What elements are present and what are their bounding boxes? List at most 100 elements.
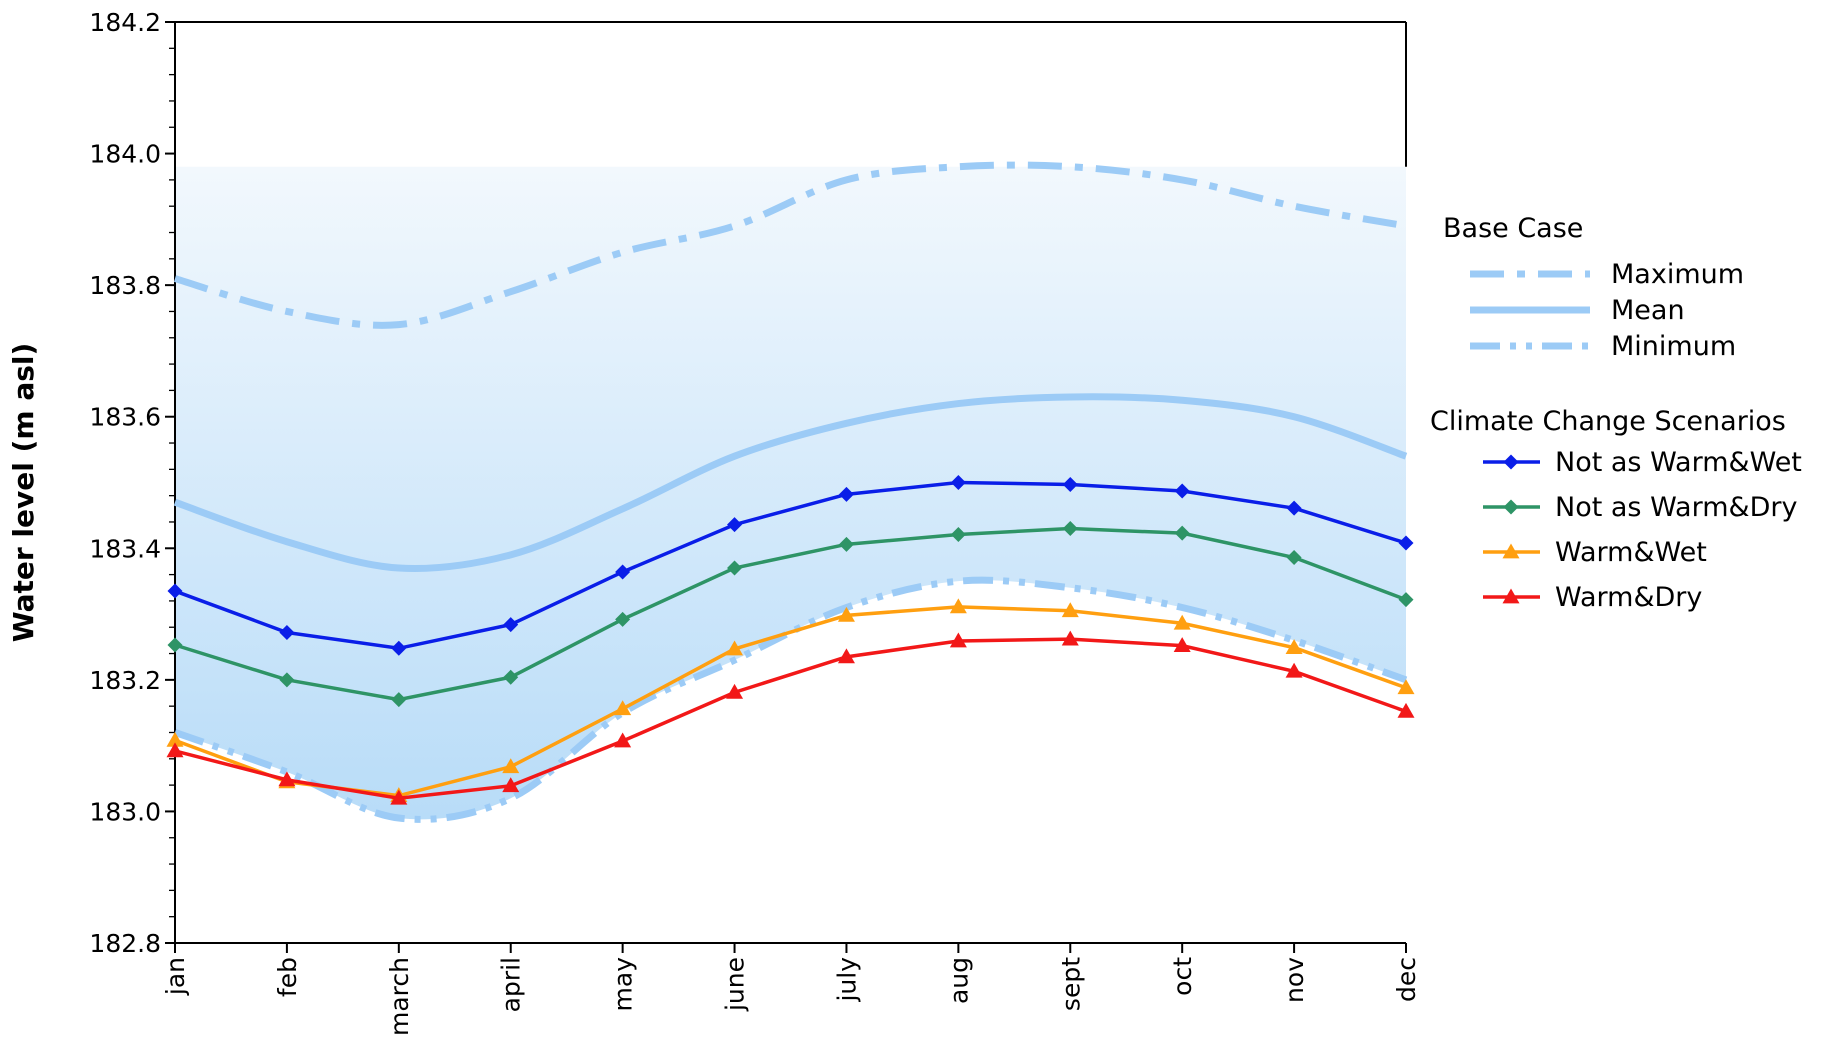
data-point-not-as-warm-wet [950, 475, 966, 490]
y-tick-label: 183.0 [89, 797, 161, 826]
data-point-not-as-warm-dry [727, 560, 743, 576]
data-point-not-as-warm-wet [1174, 483, 1190, 499]
data-point-warm-wet [1285, 639, 1303, 654]
y-tick-label: 184.2 [89, 8, 161, 37]
legend-base-case-title: Base Case [1443, 213, 1583, 244]
legend-label-warm-wet: Warm&Wet [1555, 537, 1707, 568]
data-point-warm-dry [1061, 630, 1079, 646]
legend-marker-not-as-warm-dry [1503, 499, 1519, 515]
scenario-series [166, 475, 1415, 805]
x-tick-label: may [609, 957, 638, 1012]
series-not-as-warm-dry [167, 521, 1414, 708]
data-point-not-as-warm-dry [503, 669, 519, 685]
base-case-lines [173, 161, 1408, 823]
series-line-warm-wet [174, 605, 1407, 798]
x-tick-label: march [385, 957, 414, 1036]
legend-label-not-as-warm-wet: Not as Warm&Wet [1555, 447, 1802, 478]
x-tick-label: feb [273, 957, 302, 997]
data-point-not-as-warm-wet [1398, 535, 1414, 551]
data-point-warm-dry [502, 777, 520, 793]
data-point-warm-wet [726, 640, 744, 656]
series-warm-dry [166, 630, 1415, 805]
y-tick-label: 183.2 [89, 666, 161, 695]
data-point-warm-dry [949, 632, 967, 648]
legend-label-maximum: Maximum [1611, 259, 1744, 290]
series-line-not-as-warm-wet [174, 480, 1407, 651]
x-tick-label: sept [1056, 957, 1085, 1011]
data-point-not-as-warm-wet [1286, 500, 1302, 516]
data-point-warm-dry [837, 648, 855, 664]
data-point-warm-dry [390, 789, 408, 805]
data-point-not-as-warm-dry [391, 692, 407, 708]
data-point-not-as-warm-wet [279, 624, 295, 640]
data-point-warm-dry [1285, 662, 1303, 678]
data-point-not-as-warm-wet [1062, 476, 1078, 492]
data-point-warm-dry [1397, 702, 1415, 718]
series-line-not-as-warm-dry [174, 526, 1407, 702]
series-line-warm-dry [174, 637, 1407, 801]
base-case-maximum-line [174, 161, 1407, 329]
data-point-not-as-warm-wet [167, 583, 183, 599]
x-tick-label: jan [161, 957, 190, 996]
x-tick-label: dec [1392, 957, 1421, 1002]
x-axis: jan feb march april may june july aug sept oct nov… [161, 943, 1421, 1036]
y-tick-label: 182.8 [89, 929, 161, 958]
data-point-warm-dry [614, 732, 632, 748]
x-tick-label: july [832, 957, 861, 1003]
data-point-not-as-warm-wet [391, 640, 407, 656]
data-point-warm-wet [1061, 602, 1079, 618]
legend-marker-warm-wet [1502, 543, 1520, 559]
legend-label-mean: Mean [1611, 295, 1685, 326]
data-point-not-as-warm-wet [615, 564, 631, 580]
data-point-not-as-warm-dry [167, 637, 183, 653]
y-tick-label: 184.0 [89, 140, 161, 169]
legend-label-not-as-warm-dry: Not as Warm&Dry [1555, 492, 1797, 523]
base-case-minimum-line [173, 576, 1408, 823]
series-not-as-warm-wet [167, 475, 1414, 656]
data-point-not-as-warm-wet [838, 486, 854, 502]
y-tick-label: 183.6 [89, 403, 161, 432]
range-band-area [175, 166, 1406, 820]
data-point-warm-wet [1173, 614, 1191, 630]
data-point-warm-wet [1397, 679, 1415, 695]
data-point-not-as-warm-dry [1286, 549, 1302, 565]
data-point-not-as-warm-dry [950, 526, 966, 542]
data-point-not-as-warm-wet [503, 617, 519, 633]
legend-scenarios-title: Climate Change Scenarios [1430, 406, 1786, 437]
data-point-warm-wet [166, 731, 184, 747]
data-point-not-as-warm-dry [1062, 521, 1078, 537]
base-case-mean-line [173, 393, 1408, 572]
plot-frame [174, 21, 1407, 944]
y-axis-title: Water level (m asl) [7, 343, 40, 643]
legend-label-minimum: Minimum [1611, 331, 1736, 362]
x-tick-label: oct [1168, 957, 1197, 996]
data-point-not-as-warm-dry [838, 536, 854, 552]
data-point-warm-dry [278, 771, 296, 787]
data-point-warm-wet [502, 758, 520, 774]
y-axis: 182.8 183.0 183.2 183.4 183.6 183.8 184.0 184.2 [89, 8, 175, 958]
x-tick-label: april [497, 957, 526, 1012]
x-tick-label: nov [1280, 957, 1309, 1003]
data-point-warm-wet [949, 598, 967, 614]
data-point-warm-dry [726, 683, 744, 699]
legend-marker-not-as-warm-wet [1503, 454, 1519, 470]
data-point-warm-dry [166, 742, 184, 758]
legend: Base Case Maximum Mean Minimum Climate Chang… [1430, 213, 1802, 613]
legend-label-warm-dry: Warm&Dry [1555, 582, 1702, 613]
data-point-not-as-warm-dry [1174, 525, 1190, 541]
data-point-not-as-warm-dry [615, 611, 631, 627]
legend-marker-warm-dry [1502, 588, 1520, 604]
data-point-warm-wet [614, 700, 632, 716]
x-tick-label: aug [944, 957, 973, 1004]
x-tick-label: june [721, 957, 750, 1012]
data-point-not-as-warm-dry [279, 672, 295, 688]
data-point-not-as-warm-dry [1398, 592, 1414, 608]
y-tick-label: 183.4 [89, 534, 161, 563]
y-tick-label: 183.8 [89, 271, 161, 300]
data-point-warm-dry [1173, 637, 1191, 653]
data-point-not-as-warm-wet [727, 517, 743, 533]
data-point-warm-wet [837, 606, 855, 622]
base-case-range-band [175, 166, 1406, 820]
